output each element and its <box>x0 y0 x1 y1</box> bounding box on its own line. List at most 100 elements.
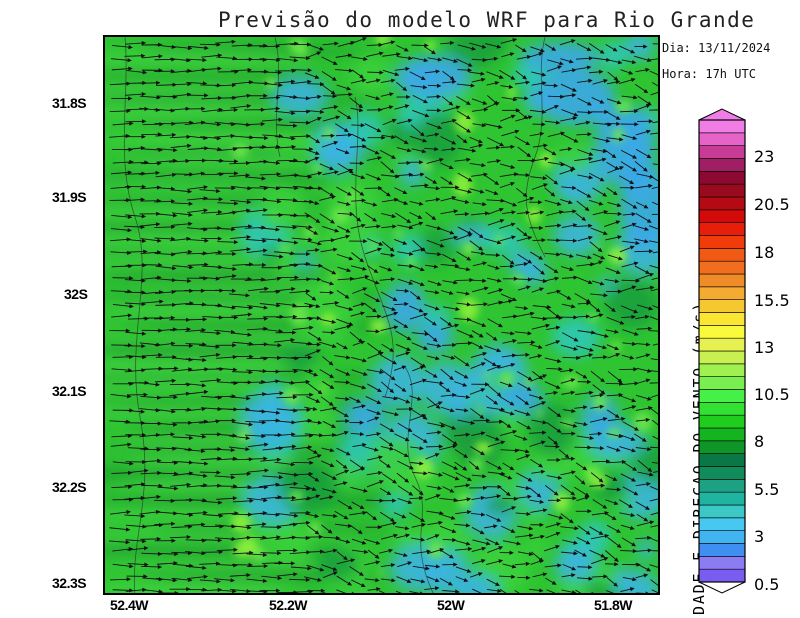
wind-arrow-head <box>538 395 544 400</box>
wind-arrow <box>215 537 236 540</box>
wind-arrow-head <box>648 183 653 189</box>
wind-arrow <box>169 392 190 397</box>
wind-arrow-head <box>539 522 544 527</box>
wind-arrow-head <box>482 261 488 266</box>
wind-arrow-head <box>509 466 515 471</box>
wind-arrow-head <box>386 490 392 495</box>
wind-arrow-head <box>599 281 605 286</box>
wind-arrow-head <box>647 535 652 540</box>
wind-arrow <box>245 146 266 149</box>
wind-arrow <box>230 248 251 252</box>
wind-arrow-head <box>379 480 384 485</box>
wind-arrow-head <box>555 325 561 330</box>
wind-arrow-head <box>279 391 284 396</box>
wind-arrow-head <box>631 314 636 320</box>
wind-arrow-head <box>571 573 576 578</box>
wind-arrow-head <box>372 308 377 313</box>
wind-arrow <box>652 305 658 309</box>
wind-arrow-head <box>246 208 251 213</box>
wind-arrow-head <box>231 186 236 191</box>
wind-arrow-head <box>603 355 608 360</box>
wind-field-svg <box>105 37 658 593</box>
wind-arrow-head <box>434 578 440 583</box>
colorbar-segment <box>698 158 746 172</box>
wind-arrow <box>214 448 235 451</box>
wind-arrow <box>112 161 133 164</box>
wind-arrow-head <box>621 416 626 422</box>
wind-arrow <box>124 279 145 282</box>
wind-arrow-head <box>362 266 367 271</box>
wind-arrow-head <box>393 311 399 316</box>
wind-arrow-head <box>451 147 456 152</box>
wind-arrow <box>125 214 146 217</box>
wind-arrow-head <box>599 177 605 182</box>
wind-arrow-head <box>276 172 282 177</box>
wind-arrow-head <box>419 365 425 370</box>
wind-arrow-head <box>403 453 409 458</box>
wind-arrow-head <box>246 199 252 205</box>
wind-arrow <box>124 225 145 228</box>
wind-arrow-head <box>539 225 544 231</box>
wind-arrow <box>246 328 267 331</box>
wind-arrow-head <box>231 82 237 88</box>
wind-arrow-head <box>275 512 281 517</box>
wind-arrow <box>378 590 386 593</box>
wind-arrow <box>649 70 658 76</box>
wind-arrow-head <box>550 192 556 197</box>
wind-arrow-head <box>509 411 515 416</box>
wind-map[interactable] <box>103 35 660 595</box>
wind-arrow-head <box>570 304 576 309</box>
wind-arrow-head <box>437 108 442 113</box>
wind-arrow-head <box>467 68 473 73</box>
wind-arrow <box>155 304 176 306</box>
wind-arrow-head <box>526 575 531 580</box>
wind-arrow-head <box>347 505 353 510</box>
wind-arrow-head <box>173 460 179 465</box>
wind-arrow <box>289 135 310 138</box>
wind-arrow-head <box>233 484 238 489</box>
wind-arrow-head <box>538 91 544 96</box>
wind-arrow <box>232 421 253 426</box>
wind-arrow <box>650 512 658 516</box>
wind-arrow-head <box>305 577 311 583</box>
wind-arrow <box>200 379 221 383</box>
wind-arrow-head <box>203 473 208 478</box>
wind-arrow <box>292 326 313 330</box>
wind-arrow-head <box>648 119 654 124</box>
wind-arrow-head <box>633 491 639 496</box>
wind-arrow <box>246 512 267 516</box>
wind-arrow <box>170 484 191 487</box>
wind-arrow <box>142 524 163 527</box>
wind-arrow-head <box>188 221 193 227</box>
wind-arrow-head <box>439 157 444 163</box>
wind-arrow-head <box>408 172 414 177</box>
wind-arrow-head <box>202 81 208 86</box>
wind-arrow-head <box>455 185 460 190</box>
wind-arrow-head <box>657 329 658 334</box>
wind-arrow-head <box>248 422 254 427</box>
wind-arrow-head <box>629 525 635 530</box>
wind-arrow-head <box>233 107 239 113</box>
wind-arrow-head <box>377 525 383 530</box>
wind-arrow-head <box>128 66 133 71</box>
wind-arrow-head <box>375 577 380 583</box>
wind-arrow-head <box>407 118 413 123</box>
wind-arrow-head <box>347 191 352 196</box>
wind-arrow-head <box>334 228 340 233</box>
wind-arrow-head <box>510 331 515 336</box>
wind-arrow <box>232 305 253 309</box>
wind-arrow-head <box>467 477 472 481</box>
wind-arrow-head <box>217 538 223 543</box>
wind-arrow-head <box>538 255 544 260</box>
colorbar-segment <box>698 183 746 198</box>
wind-arrow-head <box>231 39 237 44</box>
wind-arrow-head <box>526 55 532 60</box>
wind-arrow-head <box>157 564 163 570</box>
wind-arrow-head <box>174 590 179 593</box>
wind-arrow-head <box>374 150 380 155</box>
wind-arrow-head <box>462 382 468 387</box>
wind-arrow-head <box>599 404 605 409</box>
wind-arrow-head <box>171 378 177 383</box>
wind-arrow-head <box>291 144 297 150</box>
lat-label-31-8: 31.8S <box>52 95 87 111</box>
